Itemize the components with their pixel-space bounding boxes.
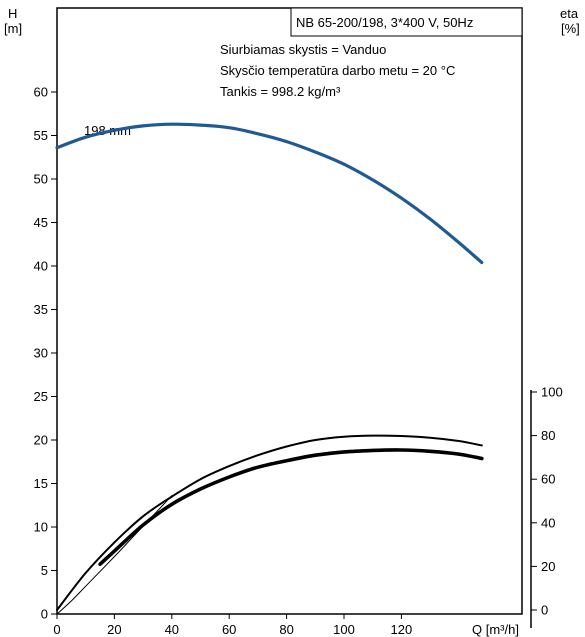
x-tick-label: 80	[279, 622, 293, 637]
efficiency-curve	[56, 434, 483, 611]
x-tick-label: 0	[53, 622, 60, 637]
y-tick-label: 40	[34, 259, 48, 274]
eta-tick-label: 60	[541, 472, 555, 487]
y-tick-label: 15	[34, 476, 48, 491]
y-tick-label: 0	[41, 607, 48, 622]
y-tick-label: 45	[34, 215, 48, 230]
x-tick-label: 120	[391, 622, 413, 637]
y-axis-label-unit: [m]	[4, 21, 22, 36]
info-line-density: Tankis = 998.2 kg/m³	[220, 84, 341, 99]
y-tick-label: 10	[34, 520, 48, 535]
info-line-temperature: Skysčio temperatūra darbo metu = 20 °C	[220, 63, 455, 78]
info-line-liquid: Siurbiamas skystis = Vanduo	[220, 42, 386, 57]
y-tick-label: 25	[34, 389, 48, 404]
x-tick-label: 60	[222, 622, 236, 637]
x-axis-label: Q [m³/h]	[472, 622, 519, 637]
plot-frame	[56, 7, 523, 615]
title-box	[290, 7, 523, 37]
y-tick-label: 60	[34, 85, 48, 100]
chart-title: NB 65-200/198, 3*400 V, 50Hz	[296, 15, 473, 30]
system-curve	[56, 495, 173, 615]
x-tick-label: 20	[107, 622, 121, 637]
eta-tick-label: 20	[541, 559, 555, 574]
y-tick-label: 20	[34, 433, 48, 448]
eta-tick-label: 40	[541, 515, 555, 530]
x-tick-label: 40	[165, 622, 179, 637]
y-axis-label-symbol: H	[8, 6, 17, 21]
y-tick-label: 35	[34, 302, 48, 317]
y-tick-label: 5	[41, 563, 48, 578]
y-tick-label: 50	[34, 172, 48, 187]
eta-axis-label-unit: [%]	[561, 21, 580, 36]
head-curve	[55, 122, 484, 265]
x-tick-label: 100	[333, 622, 355, 637]
y-tick-label: 30	[34, 346, 48, 361]
eta-tick-label: 0	[541, 603, 548, 618]
eta-tick-label: 100	[541, 385, 563, 400]
eta-axis-label-symbol: eta	[560, 6, 579, 21]
eta-tick-label: 80	[541, 428, 555, 443]
y-tick-label: 55	[34, 128, 48, 143]
efficiency-curve-inner	[98, 448, 484, 566]
